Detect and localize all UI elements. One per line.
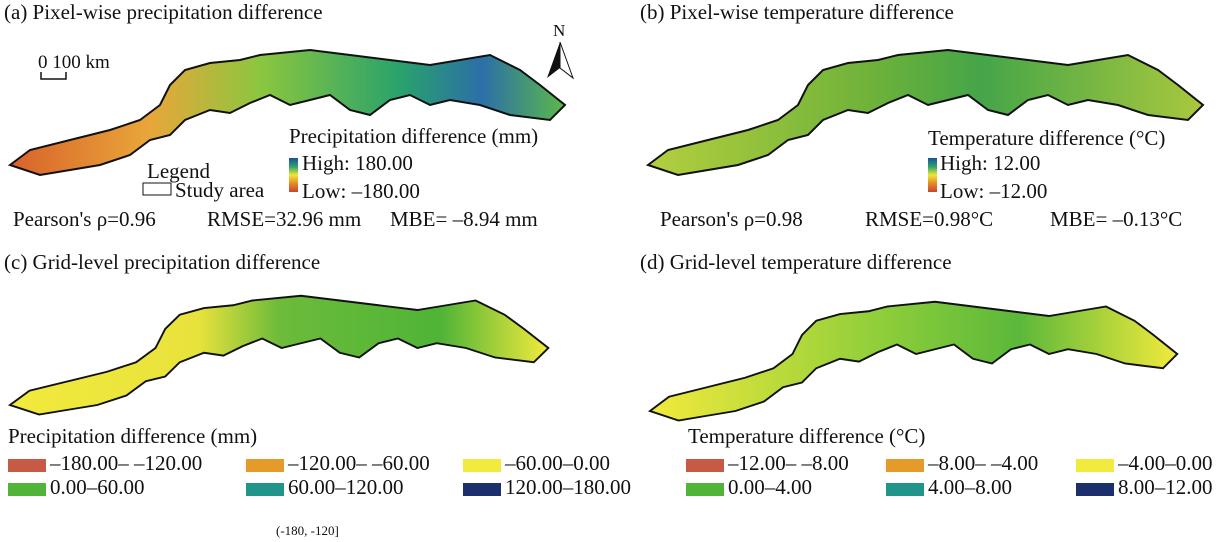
map-c (9, 294, 550, 416)
legend-class-label: –120.00– –60.00 (288, 451, 430, 475)
panel-b-low: Low: –12.00 (940, 179, 1048, 203)
panel-a-rmse: RMSE=32.96 mm (207, 207, 362, 231)
map-d (649, 300, 1179, 422)
legend-study-area: Study area (175, 178, 265, 202)
legend-swatch (886, 483, 924, 496)
legend-swatch (1076, 483, 1114, 496)
legend-swatch (246, 459, 284, 472)
scale-label: 0 100 km (38, 52, 110, 73)
legend-class-label: 0.00–60.00 (50, 475, 145, 499)
legend-swatch (8, 459, 46, 472)
panel-a-pearson: Pearson's ρ=0.96 (13, 207, 156, 231)
panel-b-rmse: RMSE=0.98°C (865, 207, 994, 231)
legend-class-label: 60.00–120.00 (288, 475, 404, 499)
panel-b-pearson: Pearson's ρ=0.98 (660, 207, 803, 231)
legend-class-label: 4.00–8.00 (928, 475, 1012, 499)
temp-color-ramp (928, 158, 937, 192)
legend-class-label: 8.00–12.00 (1118, 475, 1213, 499)
panel-c-title: (c) Grid-level precipitation difference (4, 250, 321, 274)
legend-swatch (886, 459, 924, 472)
legend-swatch (463, 483, 501, 496)
legend-class-label: –60.00–0.00 (505, 451, 610, 475)
precip-color-ramp (289, 158, 298, 192)
north-arrow-icon (547, 41, 575, 80)
legend-swatch (686, 483, 724, 496)
panel-b-mbe: MBE= –0.13°C (1050, 207, 1183, 231)
panel-a-legend-title: Precipitation difference (mm) (289, 124, 539, 148)
legend-swatch (8, 483, 46, 496)
legend-class-label: –4.00–0.00 (1118, 451, 1213, 475)
panel-d-legend-title: Temperature difference (°C) (688, 424, 926, 448)
panel-b-legend-title: Temperature difference (°C) (928, 126, 1166, 150)
panel-c-legend-title: Precipitation difference (mm) (8, 424, 258, 448)
legend-class-label: –180.00– –120.00 (50, 451, 203, 475)
legend-swatch (1076, 459, 1114, 472)
legend-title: Legend (147, 159, 210, 183)
legend-class-label: 0.00–4.00 (728, 475, 812, 499)
legend-swatch (686, 459, 724, 472)
north-label: N (553, 21, 566, 40)
panel-b-high: High: 12.00 (940, 151, 1041, 175)
legend-class-label: –8.00– –4.00 (928, 451, 1039, 475)
panel-a-title: (a) Pixel-wise precipitation difference (4, 0, 323, 24)
legend-swatch (246, 483, 284, 496)
study-area-swatch (142, 182, 172, 196)
panel-a-mbe: MBE= –8.94 mm (390, 207, 538, 231)
scale-bar (40, 72, 67, 80)
map-b (647, 49, 1204, 176)
panel-a-low: Low: –180.00 (302, 179, 420, 203)
legend-class-label: –12.00– –8.00 (728, 451, 849, 475)
panel-a-high: High: 180.00 (302, 151, 413, 175)
legend-class-label: 120.00–180.00 (505, 475, 631, 499)
panel-d-title: (d) Grid-level temperature difference (640, 250, 952, 274)
panel-b-title: (b) Pixel-wise temperature difference (640, 0, 954, 24)
footer-label: (-180, -120] (276, 523, 339, 538)
legend-swatch (463, 459, 501, 472)
